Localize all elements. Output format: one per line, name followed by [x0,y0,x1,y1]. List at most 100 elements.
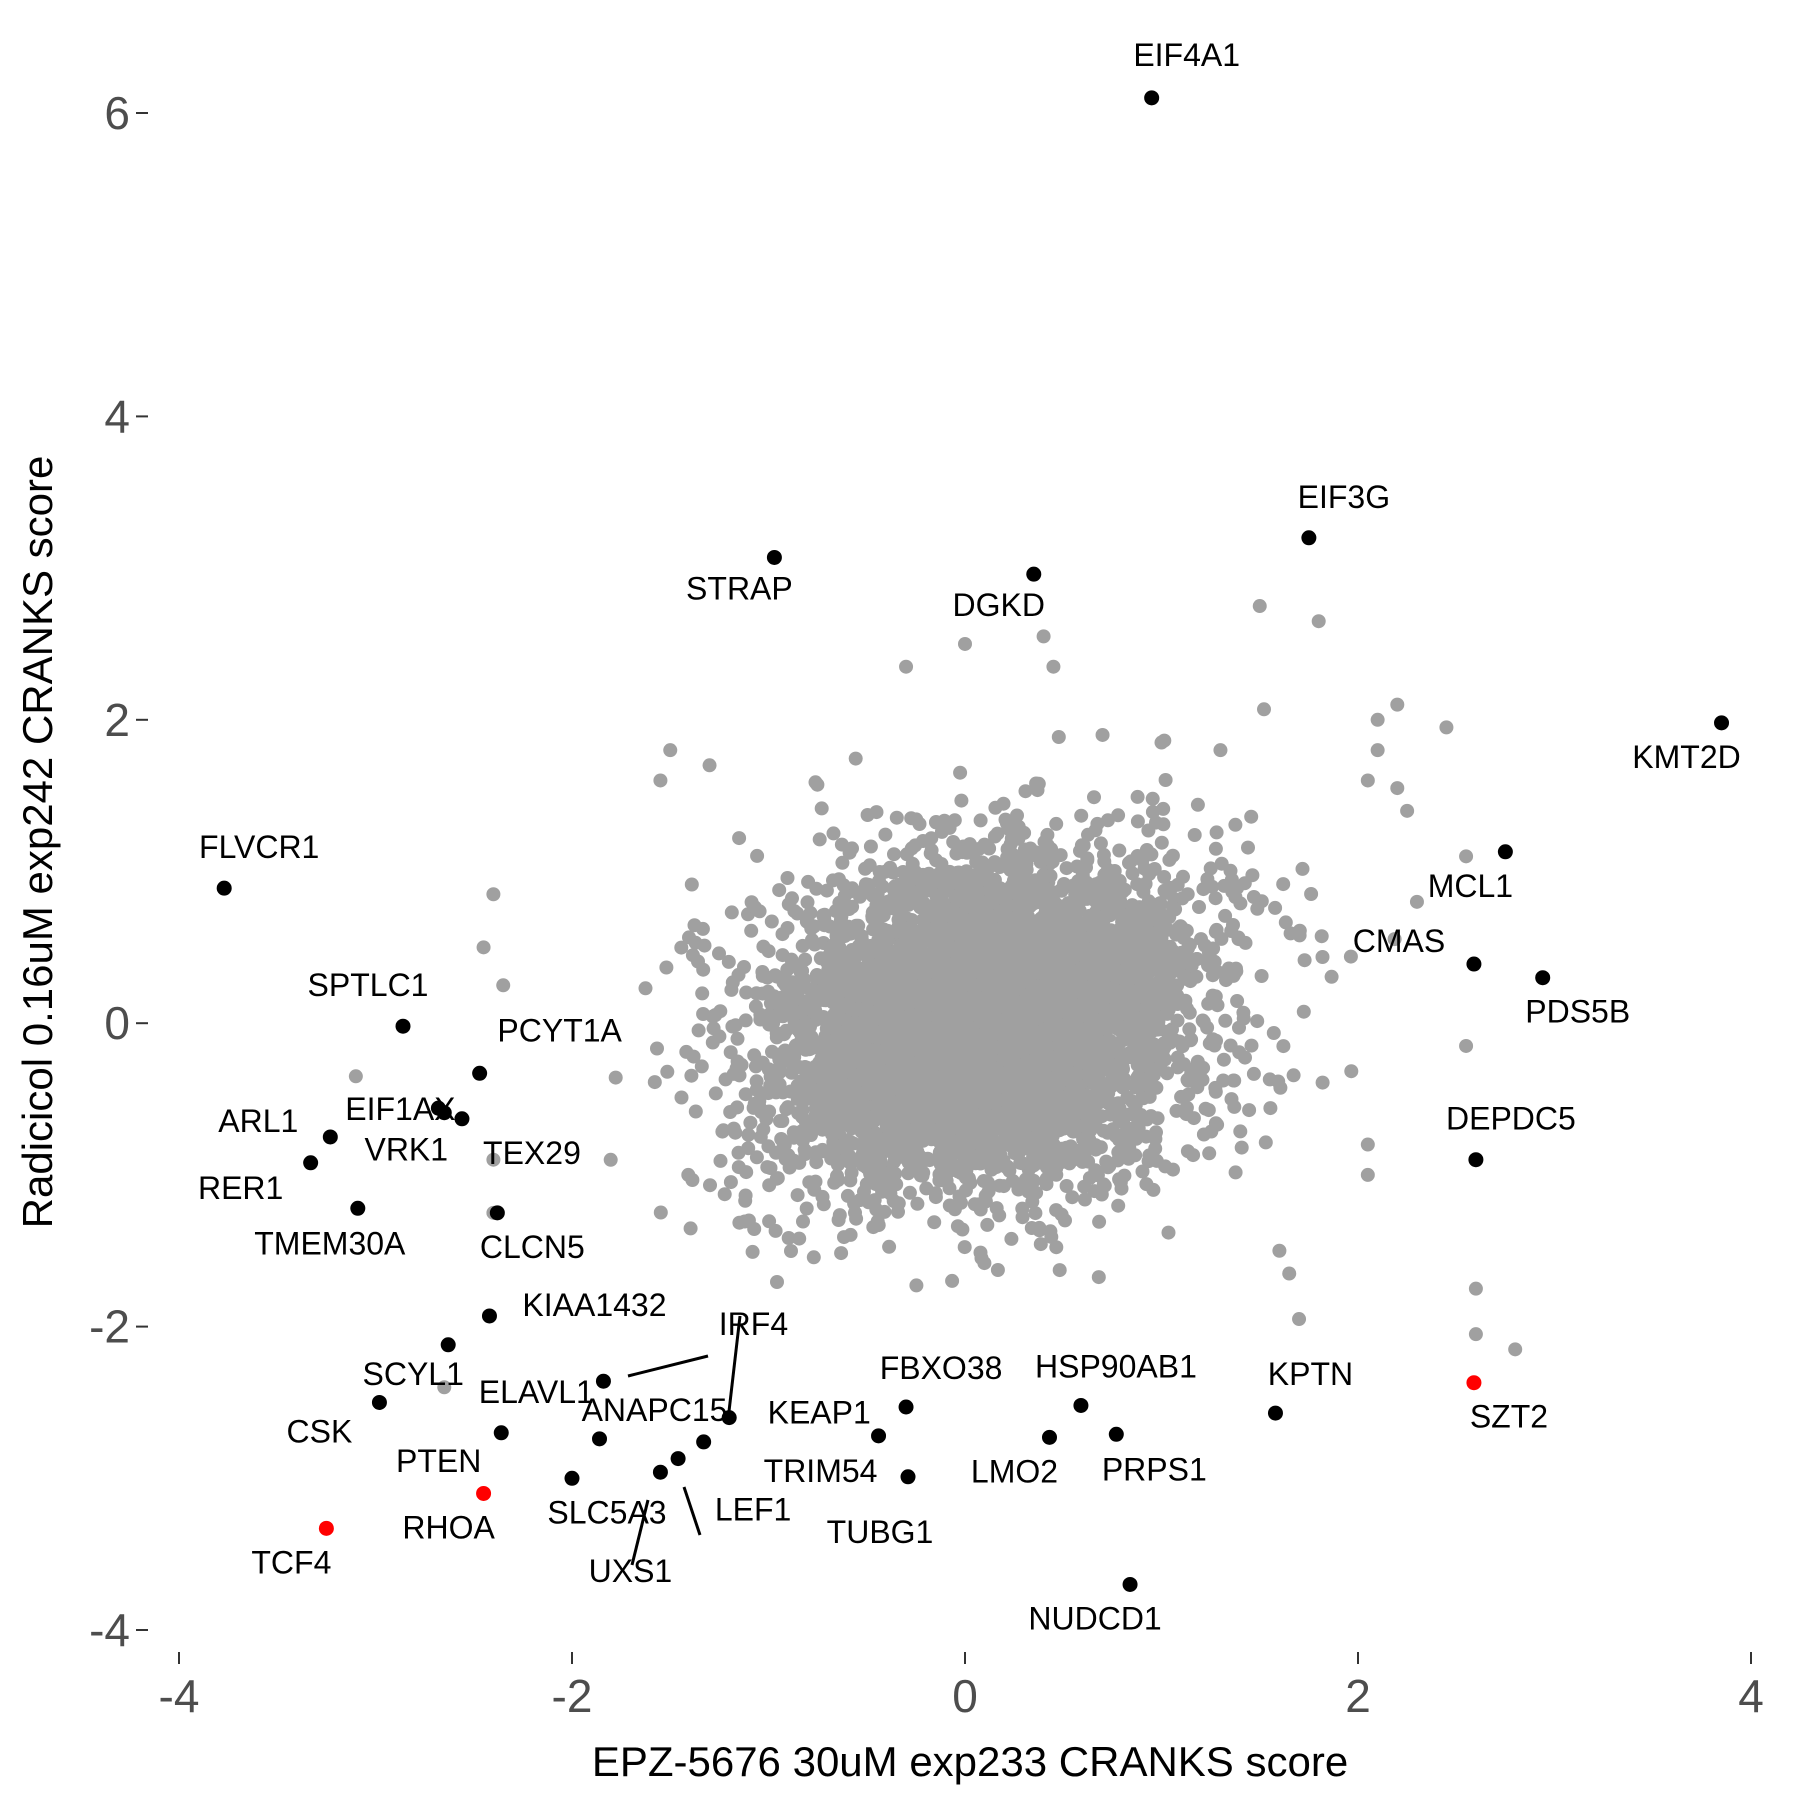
background-gene-point [1125,1007,1140,1022]
background-gene-point [874,1025,888,1040]
background-gene-point [812,832,827,847]
background-gene-point [1314,929,1329,944]
background-gene-point [786,1006,801,1021]
background-gene-point [773,1114,787,1128]
background-gene-point [828,1022,843,1037]
background-gene-point [992,860,1007,874]
background-gene-point [603,1152,618,1167]
background-gene-point [732,1068,747,1083]
background-gene-point [682,930,696,945]
background-gene-point [1100,1046,1115,1061]
background-gene-point [836,878,851,893]
background-gene-point [1111,1198,1126,1213]
background-gene-point [1032,1220,1047,1235]
background-gene-point [1276,1039,1291,1054]
background-gene-point [889,1112,904,1127]
background-gene-point [790,906,805,921]
background-gene-point [1315,950,1330,964]
background-gene-point [928,910,943,925]
background-gene-point [1034,1130,1049,1145]
background-gene-point [1170,1013,1185,1028]
background-gene-point [1170,1060,1185,1075]
background-gene-point [708,1086,723,1101]
background-gene-point [1254,969,1269,983]
background-gene-point [1004,1231,1019,1246]
background-gene-point [775,927,790,942]
background-gene-point [730,1031,745,1046]
background-gene-point [916,1116,931,1131]
background-gene-point [1044,891,1059,906]
background-gene-point [1271,1074,1286,1089]
background-gene-point [809,1155,824,1170]
background-gene-point [933,1144,948,1159]
background-gene-point [842,845,857,860]
background-gene-point [893,996,908,1011]
background-gene-point [1165,848,1180,863]
background-gene-point [757,1012,772,1027]
background-gene-point [741,1213,756,1228]
background-gene-point [948,889,963,904]
background-gene-point [1086,1043,1101,1058]
background-gene-point [1205,988,1220,1003]
background-gene-point [772,1065,787,1080]
background-gene-point [809,881,824,896]
background-gene-point [1114,964,1129,979]
background-gene-point [886,865,900,880]
background-gene-point [827,1143,842,1158]
background-gene-point [953,765,968,780]
background-gene-point [890,1131,905,1146]
background-gene-point [1092,1214,1107,1229]
background-gene-point [885,1035,900,1050]
background-gene-point [1100,1125,1115,1140]
background-gene-point [1131,1121,1146,1136]
background-gene-point [893,918,908,932]
background-gene-point [772,1007,787,1021]
background-gene-point [1182,1022,1197,1037]
background-gene-point [923,958,938,973]
background-gene-point [959,845,974,860]
background-gene-point [1059,861,1074,876]
background-gene-point [918,1052,933,1067]
background-gene-point [721,954,736,969]
background-gene-point [638,981,653,996]
background-gene-point [786,1130,801,1145]
background-gene-point [988,800,1003,815]
background-gene-point [653,1205,668,1220]
background-gene-point [799,1201,814,1216]
background-gene-point [1071,874,1086,889]
background-gene-point [818,1014,833,1028]
background-gene-point [982,841,997,856]
background-gene-point [1304,887,1319,901]
background-gene-point [869,805,884,820]
background-gene-point [705,1035,720,1050]
background-gene-point [1156,908,1171,923]
background-gene-point [1100,965,1115,980]
background-gene-point [1093,1080,1108,1095]
background-gene-point [845,899,860,914]
background-gene-point [941,1034,956,1049]
background-gene-point [1209,825,1224,840]
background-gene-point [1017,899,1032,914]
background-gene-point [792,1155,807,1170]
background-gene-point [1146,1012,1160,1027]
background-gene-point [835,855,850,870]
background-gene-point [1135,1164,1150,1179]
background-gene-point [741,1127,756,1142]
background-gene-point [1387,932,1402,947]
background-gene-point [849,1211,864,1226]
background-gene-point [967,1197,982,1212]
background-gene-point [687,918,702,933]
background-gene-point [951,865,966,880]
background-gene-point [744,923,759,938]
background-gene-point [1195,1072,1210,1087]
background-gene-point [996,1052,1011,1067]
background-gene-point [833,1011,848,1026]
background-gene-point [1130,789,1145,804]
background-gene-point [1230,880,1245,895]
background-gene-point [717,1187,732,1202]
background-gene-point [731,1145,746,1160]
background-gene-point [923,846,938,861]
background-gene-point [1054,1122,1069,1137]
background-gene-point [1128,1148,1143,1163]
background-gene-point [1230,994,1245,1008]
